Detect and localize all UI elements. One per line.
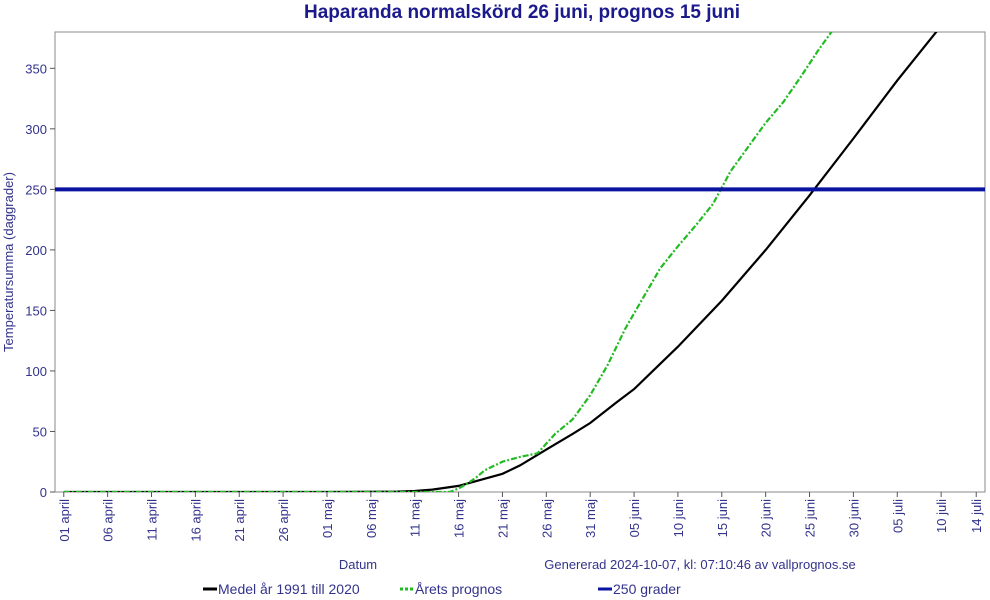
line [63,32,833,492]
legend-label: Medel år 1991 till 2020 [218,581,360,597]
chart-title: Haparanda normalskörd 26 juni, prognos 1… [304,2,740,23]
plot-area [55,32,985,492]
x-tick-label: 16 april [188,499,203,542]
x-tick-label: 26 april [276,499,291,542]
annotation: Genererad 2024-10-07, kl: 07:10:46 av va… [544,557,855,572]
x-tick-label: 21 april [232,499,247,542]
x-tick-label: 06 maj [364,499,379,538]
x-tick-label: 11 maj [408,499,423,537]
y-tick-label: 100 [25,364,47,379]
x-tick-label: 30 juni [846,499,861,537]
line [63,32,938,492]
x-tick-label: 20 juni [759,499,774,537]
x-axis-label: Datum [339,557,377,572]
y-tick-label: 300 [25,122,47,137]
x-tick-label: 14 juli [969,499,984,533]
x-tick-label: 25 juni [803,499,818,537]
x-tick-label: 15 juni [715,499,730,537]
y-tick-label: 0 [40,485,47,500]
x-tick-label: 06 april [101,499,116,542]
x-tick-label: 10 juli [934,499,949,533]
legend-label: Årets prognos [415,581,502,597]
x-tick-label: 05 juli [890,499,905,533]
y-tick-label: 50 [33,424,47,439]
legend-label: 250 grader [613,581,681,597]
y-axis-label: Temperatursumma (daggrader) [1,172,16,352]
x-tick-label: 11 april [145,499,160,541]
y-tick-label: 250 [25,182,47,197]
x-tick-label: 21 maj [495,499,510,538]
y-tick-label: 350 [25,61,47,76]
x-tick-label: 05 juni [627,499,642,537]
x-tick-label: 10 juni [671,499,686,537]
x-tick-label: 16 maj [452,499,467,538]
y-tick-label: 200 [25,243,47,258]
x-tick-label: 01 april [57,499,72,542]
x-tick-label: 31 maj [583,499,598,538]
y-tick-label: 150 [25,303,47,318]
plot-frame [54,31,986,493]
x-tick-label: 01 maj [320,499,335,538]
x-tick-label: 26 maj [539,499,554,538]
